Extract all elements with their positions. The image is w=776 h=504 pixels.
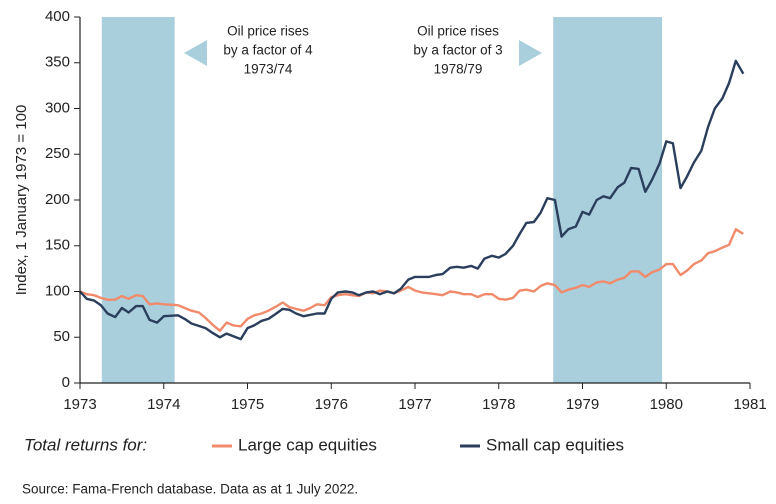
arrow-left — [184, 40, 207, 66]
legend-label: Small cap equities — [486, 435, 624, 454]
x-tick-label: 1976 — [315, 396, 348, 413]
legend-label: Large cap equities — [238, 435, 377, 454]
annotation: 1978/79 — [434, 62, 483, 77]
shaded-period — [101, 17, 175, 383]
x-tick-label: 1979 — [566, 396, 599, 413]
y-tick-label: 200 — [45, 191, 70, 208]
y-tick-label: 300 — [45, 99, 70, 116]
annotation: by a factor of 4 — [223, 43, 313, 58]
y-tick-label: 400 — [45, 8, 70, 25]
annotation: Oil price rises — [417, 24, 499, 39]
x-tick-label: 1975 — [231, 396, 264, 413]
annotation: by a factor of 3 — [413, 43, 502, 58]
source: Source: Fama-French database. Data as at… — [22, 482, 358, 497]
shaded-period — [553, 17, 663, 383]
y-tick-label: 350 — [45, 54, 70, 71]
annotation: 1973/74 — [244, 62, 293, 77]
annotation: Oil price rises — [227, 24, 309, 39]
x-tick-label: 1978 — [482, 396, 515, 413]
y-axis-label: Index, 1 January 1973 = 100 — [13, 105, 30, 296]
line-series — [79, 228, 744, 332]
x-tick-label: 1981 — [733, 396, 766, 413]
x-tick-label: 1973 — [63, 396, 96, 413]
y-tick-label: 250 — [45, 145, 70, 162]
x-tick-label: 1977 — [398, 396, 431, 413]
x-tick-label: 1980 — [650, 396, 683, 413]
y-tick-label: 0 — [62, 374, 70, 391]
y-tick-label: 100 — [45, 282, 70, 299]
x-tick-label: 1974 — [147, 396, 180, 413]
legend-title: Total returns for: — [24, 435, 147, 454]
y-tick-label: 50 — [53, 328, 70, 345]
line-series — [79, 59, 745, 341]
y-tick-label: 150 — [45, 237, 70, 254]
arrow-right — [519, 40, 542, 66]
